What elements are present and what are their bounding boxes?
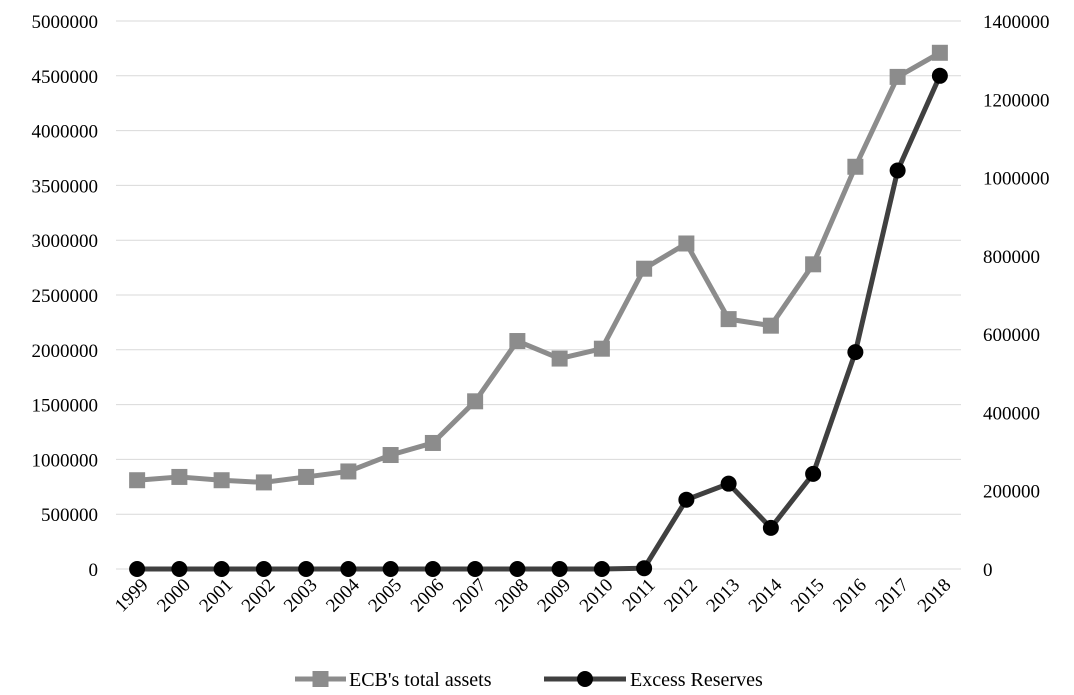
- data-point-square: [382, 447, 399, 464]
- left-y-axis: 0 500000 1000000 1500000 2000000 2500000 30000…: [32, 12, 99, 581]
- series-excess-reserves: [129, 67, 948, 577]
- data-point-square: [171, 468, 188, 485]
- data-point-square: [593, 340, 610, 357]
- left-y-tick-label: 4500000: [32, 67, 99, 88]
- data-point-square: [847, 158, 864, 175]
- right-y-tick-label: 600000: [983, 325, 1040, 346]
- right-y-tick-label: 0: [983, 560, 993, 581]
- left-y-tick-label: 1000000: [32, 450, 99, 471]
- data-point-square: [720, 311, 737, 328]
- left-y-tick-label: 0: [89, 560, 99, 581]
- right-y-tick-label: 1000000: [983, 169, 1050, 190]
- data-point-circle: [509, 561, 526, 577]
- data-point-circle: [171, 561, 188, 577]
- left-y-tick-label: 2000000: [32, 341, 99, 362]
- data-point-square: [678, 235, 695, 252]
- data-point-circle: [298, 561, 315, 577]
- x-tick-label: 2008: [491, 575, 533, 617]
- x-tick-label: 2003: [280, 575, 322, 617]
- data-point-square: [467, 393, 484, 410]
- data-point-circle: [847, 344, 864, 361]
- legend-marker-circle: [577, 671, 593, 687]
- x-tick-label: 1999: [111, 575, 153, 617]
- data-point-circle: [340, 561, 357, 577]
- data-point-circle: [424, 561, 441, 577]
- legend: ECB's total assets Excess Reserves: [295, 669, 763, 691]
- x-tick-label: 2015: [787, 575, 829, 617]
- x-tick-label: 2012: [660, 575, 702, 617]
- x-tick-label: 2014: [745, 574, 787, 616]
- right-y-tick-label: 200000: [983, 482, 1040, 503]
- series-lines: [129, 44, 948, 577]
- data-point-circle: [382, 561, 399, 577]
- x-tick-label: 2016: [829, 575, 871, 617]
- series-line: [137, 74, 943, 572]
- data-point-square: [762, 317, 779, 334]
- left-y-tick-label: 500000: [41, 505, 98, 526]
- data-point-circle: [551, 561, 568, 577]
- left-y-tick-label: 3500000: [32, 176, 99, 197]
- data-point-square: [805, 256, 822, 273]
- x-tick-label: 2007: [449, 575, 491, 617]
- data-point-circle: [762, 519, 779, 536]
- data-point-circle: [213, 561, 230, 577]
- data-point-circle: [467, 561, 484, 577]
- x-tick-label: 2011: [618, 575, 659, 616]
- series-ecb-total-assets: [129, 44, 948, 491]
- x-axis: 1999 2000 2001 2002 2003 2004 2005 2006 2007 2008…: [111, 568, 961, 617]
- left-y-tick-label: 2500000: [32, 286, 99, 307]
- data-point-square: [551, 350, 568, 367]
- data-point-square: [298, 468, 315, 485]
- x-tick-label: 2013: [702, 575, 744, 617]
- data-point-square: [424, 434, 441, 451]
- data-point-square: [340, 463, 357, 480]
- x-tick-label: 2002: [238, 575, 280, 617]
- data-point-circle: [593, 561, 610, 577]
- data-point-square: [255, 474, 272, 491]
- data-point-circle: [678, 491, 695, 508]
- data-point-circle: [255, 561, 272, 577]
- legend-item: ECB's total assets: [295, 669, 492, 691]
- data-point-square: [509, 333, 526, 350]
- x-tick-label: 2009: [533, 575, 575, 617]
- x-tick-label: 2010: [576, 575, 618, 617]
- data-point-square: [889, 68, 906, 85]
- right-y-tick-label: 400000: [983, 403, 1040, 424]
- x-tick-label: 2000: [153, 575, 195, 617]
- legend-item: Excess Reserves: [544, 669, 763, 691]
- data-point-square: [129, 472, 146, 489]
- data-point-square: [636, 260, 653, 277]
- left-y-tick-label: 3000000: [32, 231, 99, 252]
- right-y-tick-label: 800000: [983, 247, 1040, 268]
- x-tick-label: 2018: [914, 575, 956, 617]
- x-tick-label: 2006: [407, 575, 449, 617]
- x-tick-label: 2001: [195, 575, 237, 617]
- data-point-circle: [720, 475, 737, 492]
- right-y-tick-label: 1200000: [983, 90, 1050, 111]
- right-y-axis: 0 200000 400000 600000 800000 1000000 1200000 1…: [983, 12, 1050, 581]
- x-tick-label: 2005: [364, 575, 406, 617]
- left-y-tick-label: 1500000: [32, 396, 99, 417]
- legend-label: Excess Reserves: [630, 669, 763, 691]
- right-y-tick-label: 1400000: [983, 12, 1050, 33]
- gridlines: [116, 20, 961, 515]
- left-y-tick-label: 5000000: [32, 12, 99, 33]
- data-point-circle: [805, 465, 822, 482]
- data-point-circle: [889, 162, 906, 179]
- legend-marker-square: [312, 671, 329, 687]
- legend-label: ECB's total assets: [349, 669, 492, 691]
- x-tick-label: 2017: [871, 575, 913, 617]
- data-point-square: [931, 44, 948, 61]
- data-point-circle: [636, 560, 653, 577]
- x-tick-label: 2004: [322, 574, 364, 616]
- data-point-square: [213, 472, 230, 489]
- data-point-circle: [931, 67, 948, 84]
- left-y-tick-label: 4000000: [32, 122, 99, 143]
- data-point-circle: [129, 561, 146, 577]
